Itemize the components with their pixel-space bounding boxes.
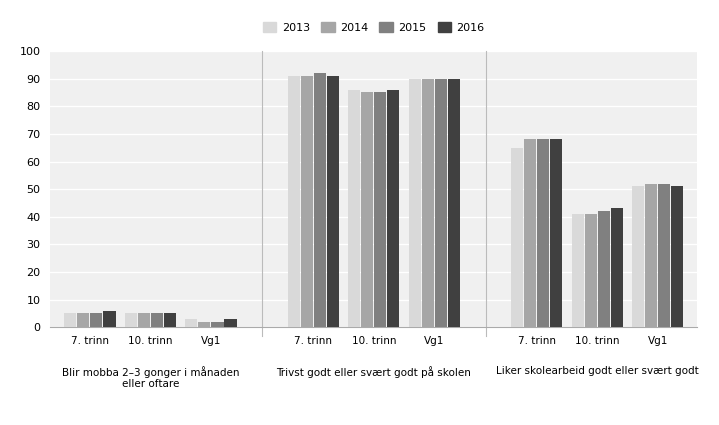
Bar (104, 311, 116, 327)
Bar (78, 314, 89, 327)
Bar (301, 76, 313, 327)
Bar (313, 73, 326, 327)
Bar (409, 79, 421, 327)
Bar (645, 184, 657, 327)
Bar (524, 139, 536, 327)
Bar (448, 79, 460, 327)
Bar (572, 214, 584, 327)
Bar (198, 322, 211, 327)
Bar (138, 314, 150, 327)
Bar (435, 79, 447, 327)
Text: Trivst godt eller svært godt på skolen: Trivst godt eller svært godt på skolen (276, 366, 472, 378)
Bar (327, 76, 339, 327)
Bar (611, 209, 623, 327)
Bar (537, 139, 549, 327)
Bar (64, 314, 76, 327)
Bar (672, 187, 684, 327)
Bar (659, 184, 670, 327)
Bar (597, 211, 610, 327)
Bar (632, 187, 644, 327)
Text: Blir mobba 2–3 gonger i månaden
eller oftare: Blir mobba 2–3 gonger i månaden eller of… (62, 366, 239, 389)
Bar (91, 314, 103, 327)
Bar (211, 322, 224, 327)
Bar (151, 314, 163, 327)
Bar (164, 314, 176, 327)
Legend: 2013, 2014, 2015, 2016: 2013, 2014, 2015, 2016 (259, 18, 489, 37)
Bar (186, 319, 198, 327)
Bar (224, 319, 237, 327)
Bar (288, 76, 300, 327)
Bar (511, 148, 523, 327)
Bar (422, 79, 434, 327)
Bar (375, 93, 386, 327)
Text: Liker skolearbeid godt eller svært godt: Liker skolearbeid godt eller svært godt (496, 366, 699, 376)
Bar (388, 90, 400, 327)
Bar (550, 139, 562, 327)
Bar (362, 93, 373, 327)
Bar (348, 90, 360, 327)
Bar (585, 214, 597, 327)
Bar (125, 314, 137, 327)
